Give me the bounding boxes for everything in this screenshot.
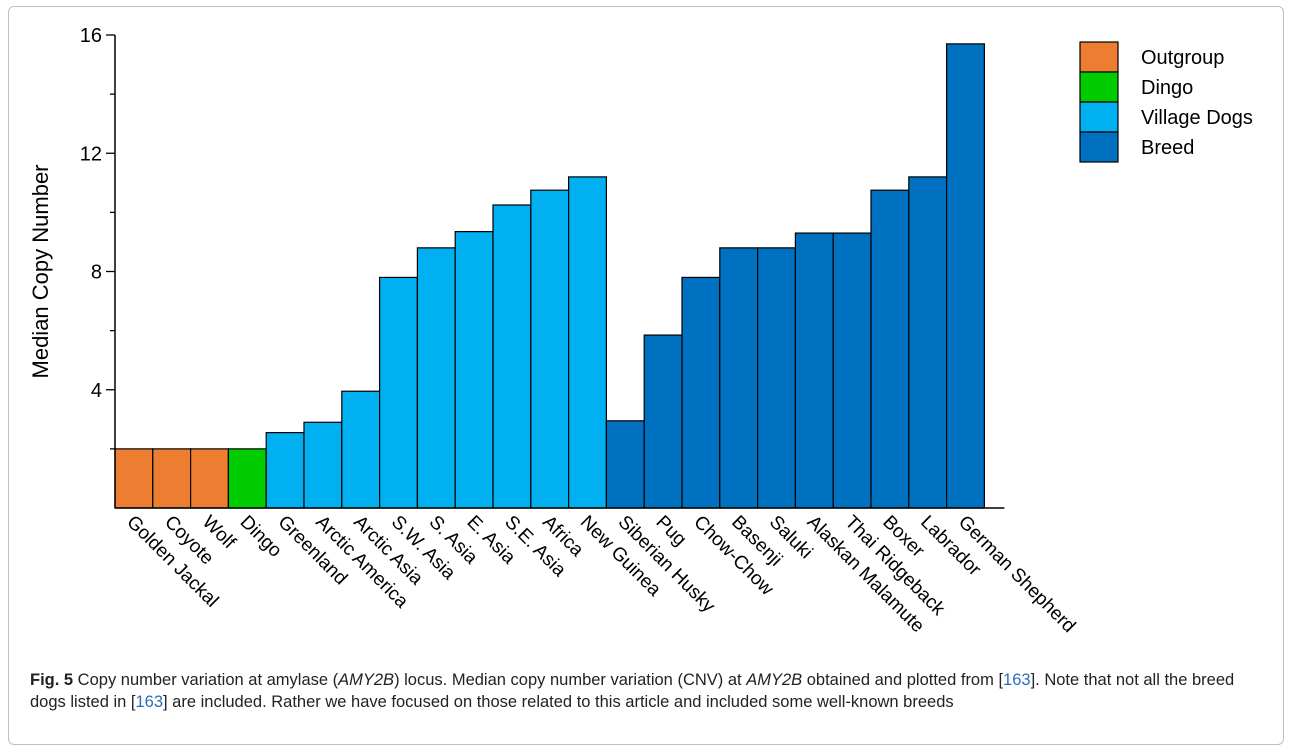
y-axis-title: Median Copy Number xyxy=(28,165,53,379)
bar-boxer xyxy=(870,189,910,509)
caption-text-2: ) locus. Median copy number variation (C… xyxy=(394,671,747,689)
bar-coyote xyxy=(152,448,192,509)
bar-s-asia xyxy=(416,247,456,509)
y-tick-label: 8 xyxy=(91,262,102,284)
x-tick-label: Dingo xyxy=(236,512,286,562)
bar-s-w-asia xyxy=(379,276,419,509)
caption-text-3: obtained and plotted from [ xyxy=(802,671,1004,689)
bar-saluki xyxy=(756,247,796,509)
bar-dingo xyxy=(227,448,267,509)
legend-label-village-dogs: Village Dogs xyxy=(1141,107,1253,129)
bar-labrador xyxy=(908,176,948,509)
bar-greenland xyxy=(265,432,305,509)
caption-text-1: Copy number variation at amylase ( xyxy=(73,671,339,689)
caption-text-5: ] are included. Rather we have focused o… xyxy=(163,693,954,711)
caption-text-4: ]. Note that not all the breed dogs list… xyxy=(30,671,1235,711)
bar-arctic-asia xyxy=(341,390,381,509)
figure-caption: Fig. 5 Copy number variation at amylase … xyxy=(30,669,1270,713)
legend-label-dingo: Dingo xyxy=(1141,77,1193,99)
bar-siberian-husky xyxy=(605,420,645,509)
bar-africa xyxy=(530,189,570,509)
bar-new-guinea xyxy=(567,176,607,509)
reference-link-2[interactable]: 163 xyxy=(135,693,164,711)
bar-golden-jackal xyxy=(114,448,154,509)
bar-pug xyxy=(643,334,683,509)
bar-german-shepherd xyxy=(945,43,985,509)
bar-wolf xyxy=(190,448,230,509)
bar-chow-chow xyxy=(681,276,721,509)
legend-swatch-village-dogs xyxy=(1079,101,1119,133)
bar-thai-ridgeback xyxy=(832,232,872,509)
bar-e-asia xyxy=(454,230,494,509)
gene-name-2: AMY2B xyxy=(746,671,803,689)
bar-s-e-asia xyxy=(492,204,532,509)
bar-basenji xyxy=(719,247,759,509)
bar-arctic-america xyxy=(303,421,343,509)
figure-label: Fig. 5 xyxy=(30,671,74,689)
legend-label-outgroup: Outgroup xyxy=(1141,47,1224,69)
y-tick-label: 16 xyxy=(80,25,102,47)
gene-name-1: AMY2B xyxy=(338,671,395,689)
legend-label-breed: Breed xyxy=(1141,137,1194,159)
bar-alaskan-malamute xyxy=(794,232,834,509)
y-tick-label: 12 xyxy=(80,143,102,165)
legend-swatch-breed xyxy=(1079,131,1119,163)
legend-swatch-dingo xyxy=(1079,71,1119,103)
figure-frame xyxy=(8,6,1284,745)
y-tick-label: 4 xyxy=(91,380,102,402)
legend-swatch-outgroup xyxy=(1079,41,1119,73)
reference-link-1[interactable]: 163 xyxy=(1003,671,1031,689)
